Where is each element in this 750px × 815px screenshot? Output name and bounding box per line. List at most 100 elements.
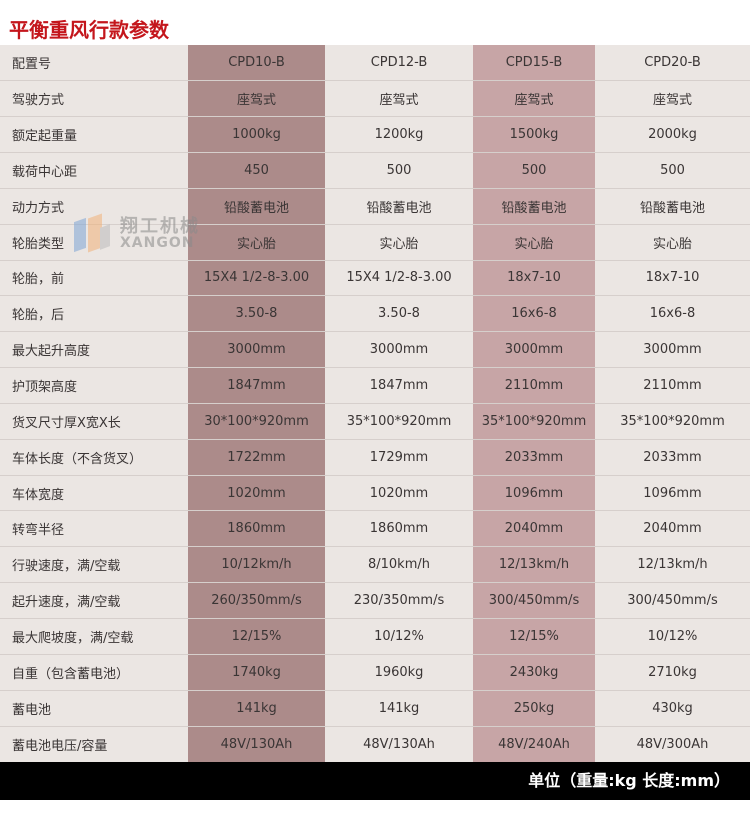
spec-value: 430kg	[595, 690, 750, 727]
spec-value: 1847mm	[188, 367, 325, 404]
row-label: 动力方式	[0, 188, 188, 225]
spec-value: 15X4 1/2-8-3.00	[188, 260, 325, 297]
spec-value: 12/15%	[473, 618, 595, 655]
spec-value: 1847mm	[325, 367, 473, 404]
table-row: 车体宽度 1020mm 1020mm 1096mm 1096mm	[0, 475, 750, 512]
table-row: 最大爬坡度，满/空载 12/15% 10/12% 12/15% 10/12%	[0, 618, 750, 655]
spec-value: 1020mm	[188, 475, 325, 512]
spec-value: 10/12%	[595, 618, 750, 655]
spec-value: 250kg	[473, 690, 595, 727]
spec-value: 12/15%	[188, 618, 325, 655]
model-cpd10: CPD10-B	[188, 45, 325, 82]
row-label: 护顶架高度	[0, 367, 188, 404]
spec-value: 1020mm	[325, 475, 473, 512]
row-label: 货叉尺寸厚X宽X长	[0, 403, 188, 440]
spec-value: 3000mm	[595, 331, 750, 369]
spec-value: 30*100*920mm	[188, 403, 325, 440]
spec-value: 2710kg	[595, 654, 750, 691]
spec-value: 300/450mm/s	[473, 582, 595, 619]
spec-value: 2033mm	[595, 439, 750, 476]
spec-value: 3000mm	[188, 331, 325, 369]
spec-value: 1729mm	[325, 439, 473, 476]
table-row: 轮胎，后 3.50-8 3.50-8 16x6-8 16x6-8	[0, 295, 750, 333]
row-label: 车体长度（不含货叉）	[0, 439, 188, 476]
spec-value: 260/350mm/s	[188, 582, 325, 619]
table-row: 动力方式 铅酸蓄电池 铅酸蓄电池 铅酸蓄电池 铅酸蓄电池	[0, 188, 750, 225]
row-label: 驾驶方式	[0, 80, 188, 118]
spec-value: 2040mm	[595, 510, 750, 548]
spec-value: 1000kg	[188, 116, 325, 154]
spec-value: 2430kg	[473, 654, 595, 691]
table-row: 蓄电池 141kg 141kg 250kg 430kg	[0, 690, 750, 727]
spec-value: 实心胎	[325, 224, 473, 261]
spec-value: 铅酸蓄电池	[595, 188, 750, 225]
row-label: 蓄电池电压/容量	[12, 738, 108, 754]
model-cpd15: CPD15-B	[473, 45, 595, 82]
spec-value: 12/13km/h	[473, 546, 595, 584]
spec-value: 1500kg	[473, 116, 595, 154]
spec-value: 16x6-8	[595, 295, 750, 333]
spec-value: 2110mm	[595, 367, 750, 404]
spec-value: 2040mm	[473, 510, 595, 548]
spec-value: 1096mm	[595, 475, 750, 512]
spec-value: 铅酸蓄电池	[473, 188, 595, 225]
spec-value: 1740kg	[188, 654, 325, 691]
spec-value: 48V/130Ah	[188, 726, 325, 762]
spec-value: 1860mm	[188, 510, 325, 548]
spec-value: 实心胎	[473, 224, 595, 261]
spec-value: 10/12km/h	[188, 546, 325, 584]
row-label: 轮胎，后	[0, 295, 188, 333]
spec-value: 500	[325, 152, 473, 189]
table-row: 转弯半径 1860mm 1860mm 2040mm 2040mm	[0, 510, 750, 548]
row-label: 最大起升高度	[0, 331, 188, 369]
table-row: 自重（包含蓄电池） 1740kg 1960kg 2430kg 2710kg	[0, 654, 750, 691]
spec-value: 230/350mm/s	[325, 582, 473, 619]
table-row: 护顶架高度 1847mm 1847mm 2110mm 2110mm	[0, 367, 750, 404]
page-title: 平衡重风行款参数	[9, 18, 169, 42]
spec-value: 铅酸蓄电池	[188, 188, 325, 225]
spec-value: 35*100*920mm	[325, 403, 473, 440]
table-row: 起升速度，满/空载 260/350mm/s 230/350mm/s 300/450mm…	[0, 582, 750, 619]
spec-value: 1200kg	[325, 116, 473, 154]
row-label: 自重（包含蓄电池）	[0, 654, 188, 691]
spec-value: 48V/130Ah	[363, 736, 435, 752]
spec-value: 3000mm	[473, 331, 595, 369]
spec-value: 141kg	[325, 690, 473, 727]
table-row: 额定起重量 1000kg 1200kg 1500kg 2000kg	[0, 116, 750, 154]
row-label: 蓄电池	[0, 690, 188, 727]
table-row: 行驶速度，满/空载 10/12km/h 8/10km/h 12/13km/h 12/13…	[0, 546, 750, 584]
row-label: 车体宽度	[0, 475, 188, 512]
spec-value: 座驾式	[188, 80, 325, 118]
spec-value: 500	[473, 152, 595, 189]
row-label: 额定起重量	[0, 116, 188, 154]
spec-value: 1096mm	[473, 475, 595, 512]
table-row: 货叉尺寸厚X宽X长 30*100*920mm 35*100*920mm 35*100*…	[0, 403, 750, 440]
spec-value: 座驾式	[595, 80, 750, 118]
row-label: 载荷中心距	[0, 152, 188, 189]
table-row: 蓄电池电压/容量 48V/130Ah 48V/130Ah 48V/240Ah 48V/3…	[0, 726, 750, 762]
row-label: 转弯半径	[0, 510, 188, 548]
spec-value: 3.50-8	[188, 295, 325, 333]
spec-value: 2110mm	[473, 367, 595, 404]
spec-value: 2033mm	[473, 439, 595, 476]
table-row: 驾驶方式 座驾式 座驾式 座驾式 座驾式	[0, 80, 750, 118]
model-cpd12: CPD12-B	[325, 45, 473, 82]
spec-value: 1960kg	[325, 654, 473, 691]
spec-value: 48V/300Ah	[636, 736, 709, 752]
table-row: 轮胎类型 实心胎 实心胎 实心胎 实心胎	[0, 224, 750, 261]
spec-value: 300/450mm/s	[595, 582, 750, 619]
spec-value: 500	[595, 152, 750, 189]
row-label: 行驶速度，满/空载	[0, 546, 188, 584]
spec-value: 3.50-8	[325, 295, 473, 333]
table-row: 轮胎，前 15X4 1/2-8-3.00 15X4 1/2-8-3.00 18x7-1…	[0, 260, 750, 297]
units-footer: 单位（重量:kg 长度:mm）	[0, 762, 750, 800]
table-row: 车体长度（不含货叉） 1722mm 1729mm 2033mm 2033mm	[0, 439, 750, 476]
model-cpd20: CPD20-B	[595, 45, 750, 82]
spec-value: 10/12%	[325, 618, 473, 655]
spec-value: 18x7-10	[595, 260, 750, 297]
row-label: 轮胎，前	[0, 260, 188, 297]
spec-value: 35*100*920mm	[473, 403, 595, 440]
spec-value: 48V/240Ah	[473, 726, 595, 762]
row-label: 轮胎类型	[0, 224, 188, 261]
row-label: 最大爬坡度，满/空载	[0, 618, 188, 655]
